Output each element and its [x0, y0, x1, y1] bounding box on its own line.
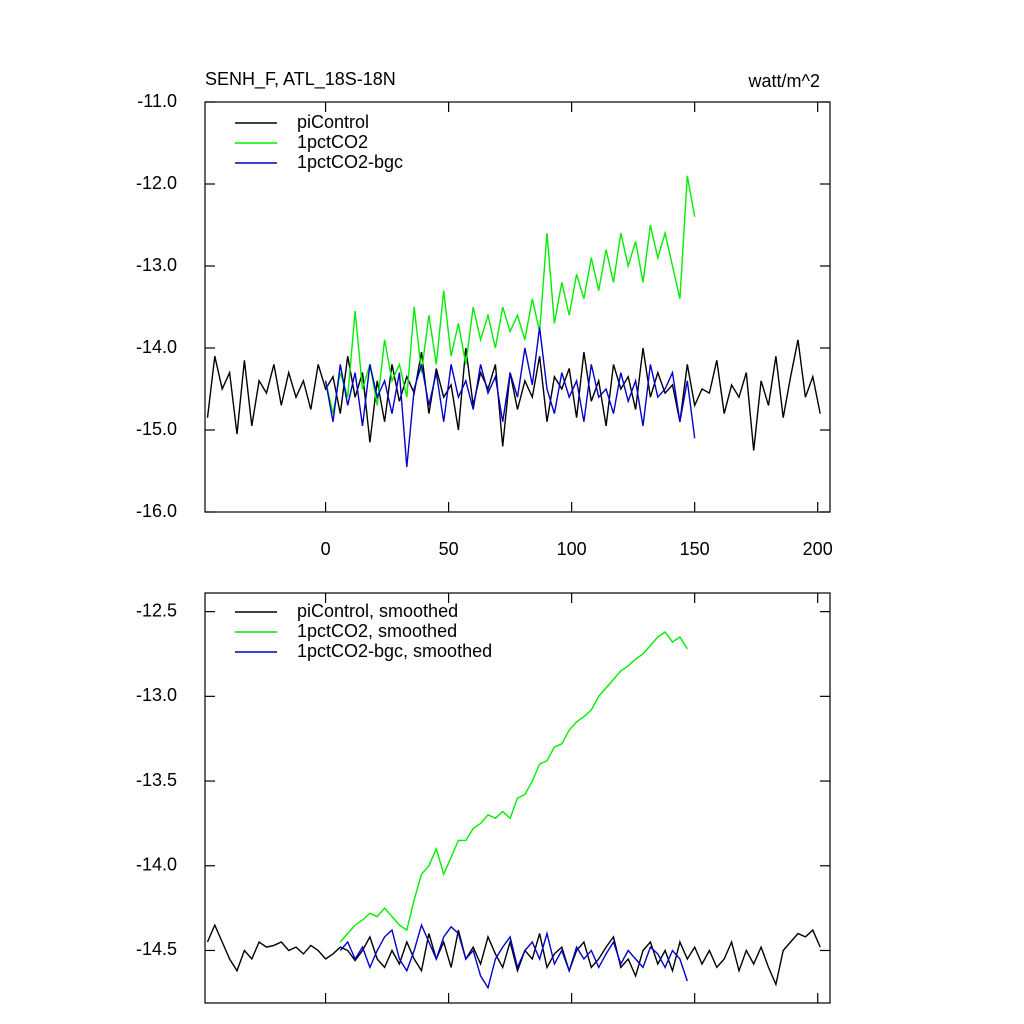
y-tick-label: -14.0: [136, 337, 177, 357]
y-tick-label: -13.5: [136, 770, 177, 790]
legend-label: 1pctCO2, smoothed: [297, 621, 457, 641]
x-tick-label: 100: [557, 539, 587, 559]
y-tick-label: -16.0: [136, 501, 177, 521]
y-tick-label: -15.0: [136, 419, 177, 439]
series-line: [206, 339, 821, 451]
plot-frame: [204, 592, 831, 1004]
series-line: [324, 175, 696, 414]
y-tick-label: -14.0: [136, 855, 177, 875]
legend-label: 1pctCO2: [297, 132, 368, 152]
legend-label: piControl: [297, 112, 369, 132]
units-label: watt/m^2: [748, 71, 820, 91]
y-tick-label: -12.5: [136, 600, 177, 620]
legend-label: piControl, smoothed: [297, 601, 458, 621]
legend-label: 1pctCO2-bgc: [297, 152, 403, 172]
x-tick-label: 150: [680, 539, 710, 559]
y-tick-label: -14.5: [136, 939, 177, 959]
y-tick-label: -13.0: [136, 685, 177, 705]
series-line: [324, 327, 696, 467]
chart-title: SENH_F, ATL_18S-18N: [205, 69, 396, 90]
series-line: [339, 631, 688, 943]
y-tick-label: -13.0: [136, 255, 177, 275]
x-tick-label: 200: [803, 539, 833, 559]
y-tick-label: -12.0: [136, 173, 177, 193]
x-tick-label: 0: [321, 539, 331, 559]
series-line: [206, 923, 821, 987]
y-tick-label: -11.0: [137, 91, 177, 111]
legend-label: 1pctCO2-bgc, smoothed: [297, 641, 492, 661]
x-tick-label: 50: [439, 539, 459, 559]
plot-frame: [204, 101, 831, 513]
series-line: [339, 923, 688, 990]
